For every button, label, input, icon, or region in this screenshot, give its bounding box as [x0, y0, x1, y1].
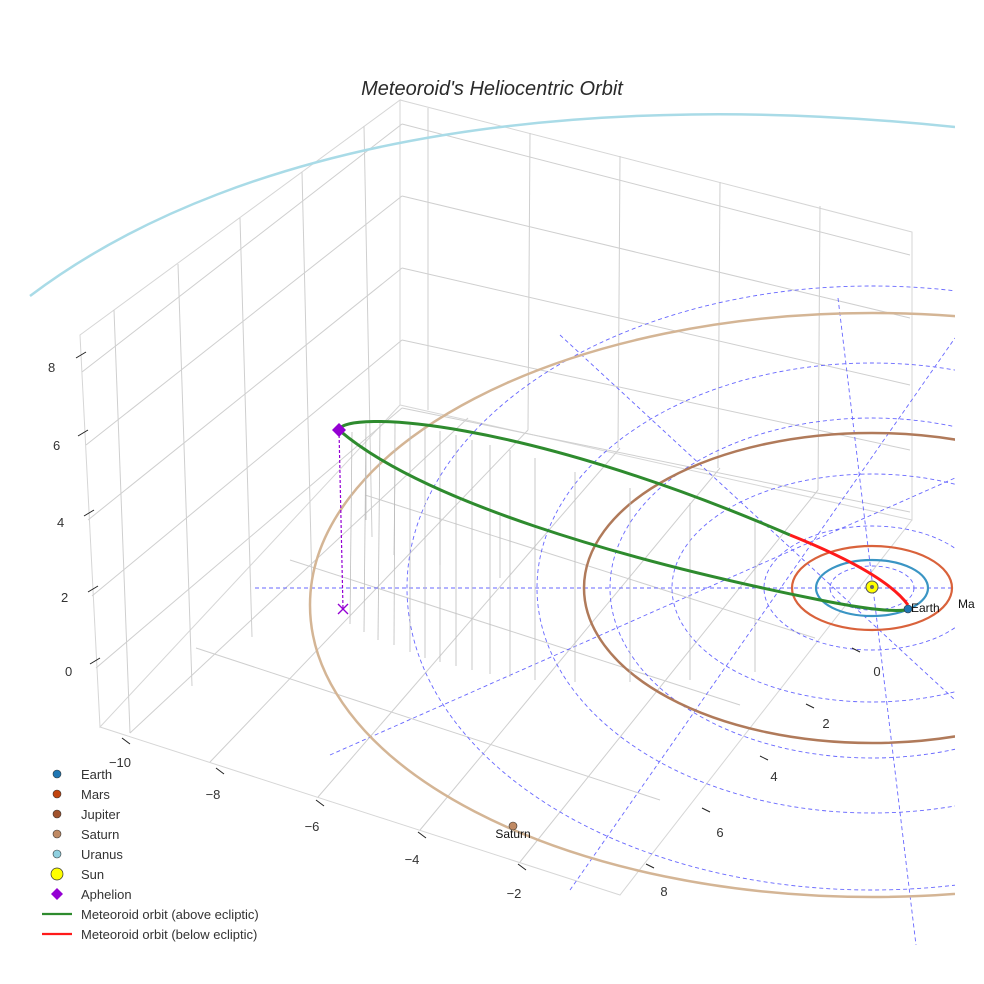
x-tick: −10 — [109, 755, 131, 770]
aphelion-projection-x — [337, 603, 349, 615]
legend-label: Saturn — [81, 827, 119, 842]
aphelion-dropline — [338, 429, 344, 610]
y-axis-ticks: 0 2 4 6 8 — [645, 647, 881, 899]
uranus-orbit — [29, 113, 955, 297]
legend-label: Earth — [81, 767, 112, 782]
legend-earth-marker — [52, 769, 62, 779]
legend-label: Uranus — [81, 847, 123, 862]
z-tick: 6 — [53, 438, 60, 453]
chart-title: Meteoroid's Heliocentric Orbit — [361, 78, 624, 100]
earth-orbit — [814, 558, 930, 618]
legend-mars-marker — [52, 789, 62, 799]
earth-label: Earth — [911, 601, 940, 615]
legend-label: Sun — [81, 867, 104, 882]
aphelion-marker — [332, 423, 346, 437]
z-tick: 2 — [61, 590, 68, 605]
z-tick: 0 — [65, 664, 72, 679]
y-tick: 4 — [770, 769, 777, 784]
legend-label: Meteoroid orbit (above ecliptic) — [81, 907, 259, 922]
legend-label: Jupiter — [81, 807, 121, 822]
axis-box — [79, 99, 913, 896]
z-tick: 8 — [48, 360, 55, 375]
legend-saturn-marker — [52, 829, 62, 839]
y-tick: 0 — [873, 664, 880, 679]
projection-lines — [349, 421, 756, 682]
y-tick: 8 — [660, 884, 667, 899]
mars-label: Ma — [958, 597, 975, 611]
sun-core — [870, 585, 874, 589]
legend-sun-marker — [50, 867, 64, 881]
saturn-marker — [508, 821, 518, 831]
x-tick: −8 — [206, 787, 221, 802]
mars-orbit — [790, 544, 954, 632]
meteoroid-orbit-above — [337, 420, 906, 612]
x-axis-ticks: −10 −8 −6 −4 −2 — [109, 737, 527, 901]
jupiter-orbit — [582, 431, 955, 745]
saturn-orbit — [308, 311, 955, 899]
x-tick: −2 — [507, 886, 522, 901]
legend-label: Aphelion — [81, 887, 132, 902]
z-tick: 4 — [57, 515, 64, 530]
saturn-label: Saturn — [495, 827, 530, 841]
legend-uranus-marker — [52, 849, 62, 859]
legend-jupiter-marker — [52, 809, 62, 819]
x-tick: −6 — [305, 819, 320, 834]
earth-marker — [903, 604, 913, 614]
legend-label: Mars — [81, 787, 110, 802]
legend: Earth Mars Jupiter Saturn Uranus Sun Aph… — [42, 767, 259, 942]
y-tick: 2 — [822, 716, 829, 731]
legend-aphelion-marker — [51, 888, 63, 900]
meteoroid-orbit-below — [789, 533, 910, 606]
x-tick: −4 — [405, 852, 420, 867]
y-tick: 6 — [716, 825, 723, 840]
legend-label: Meteoroid orbit (below ecliptic) — [81, 927, 257, 942]
z-axis-ticks: 8 6 4 2 0 — [48, 351, 101, 679]
ecliptic-grid — [255, 285, 955, 946]
